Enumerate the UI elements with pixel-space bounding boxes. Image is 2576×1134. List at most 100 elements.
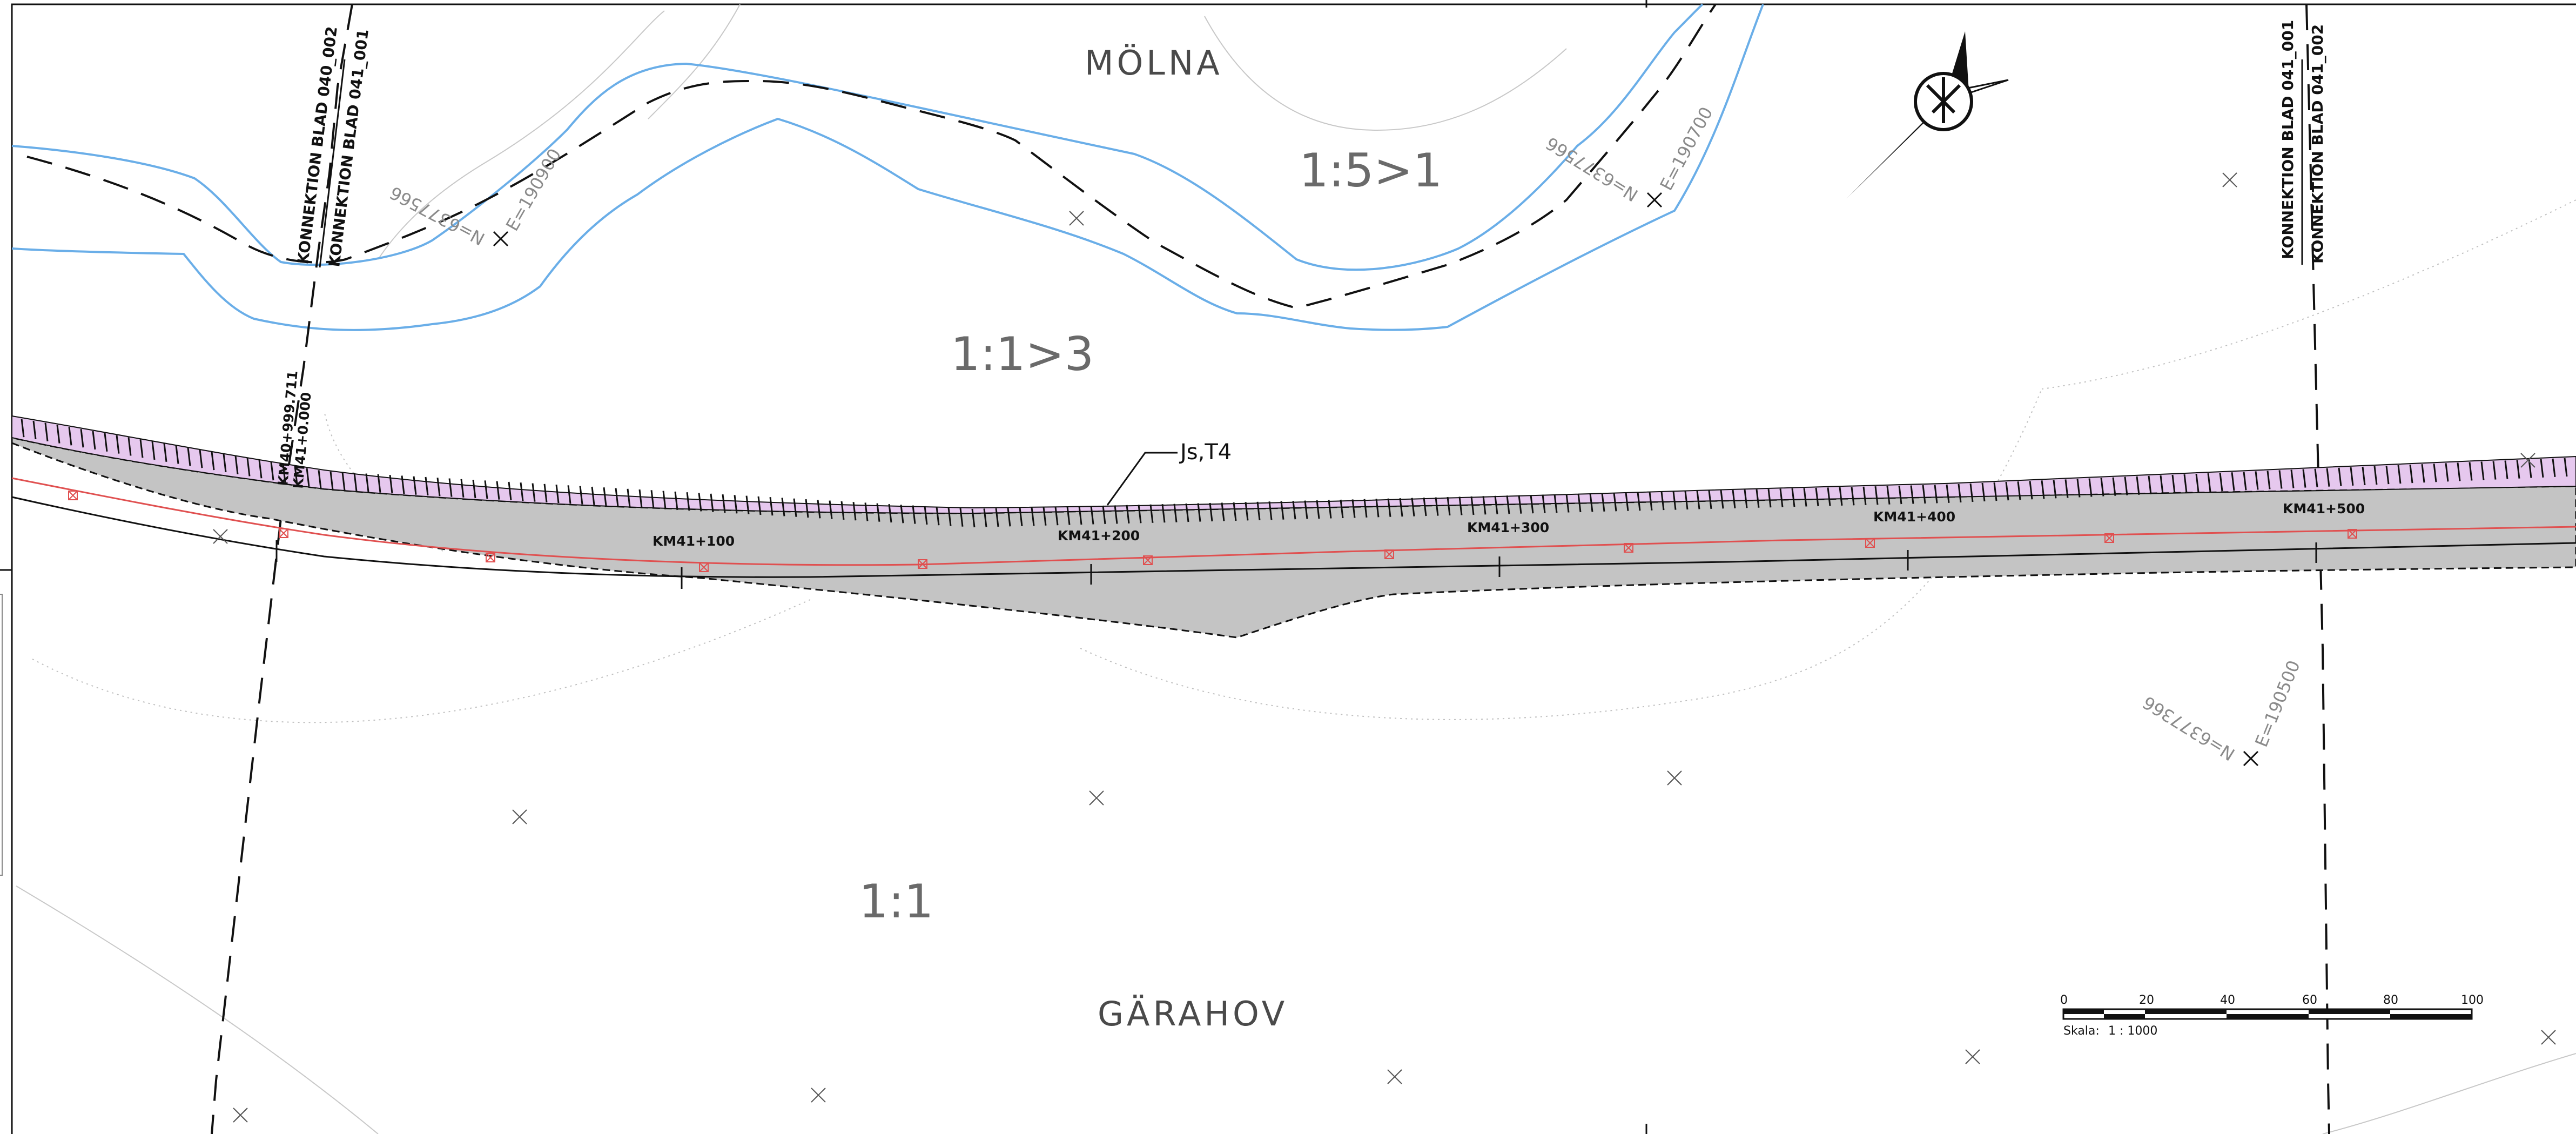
hatch-tick (1447, 496, 1451, 516)
hatch-tick (1720, 490, 1724, 509)
hatch-tick (876, 503, 880, 522)
hatch-tick (1197, 503, 1201, 522)
scale-bar-segment (2390, 1014, 2472, 1019)
hatch-tick (258, 460, 263, 479)
hatch-tick (2540, 459, 2544, 478)
hatch-tick (983, 508, 987, 527)
hatch-tick (555, 484, 560, 504)
hatch-tick (2005, 481, 2009, 501)
hatch-tick (1934, 485, 1938, 504)
hatch-tick (2231, 472, 2235, 491)
hatch-tick (1589, 493, 1593, 512)
hatch-tick (2124, 477, 2128, 495)
hatch-tick (68, 427, 72, 446)
scale-bar-segment (2227, 1014, 2309, 1019)
hatch-tick (971, 508, 976, 528)
north-arrow-icon (1846, 31, 2009, 199)
hatch-tick (936, 506, 940, 526)
hatch-tick (1470, 496, 1475, 515)
hatch-tick (21, 418, 25, 438)
hatch-tick (1708, 490, 1712, 509)
hatch-tick (80, 428, 84, 448)
hatch-tick (2338, 467, 2342, 486)
hatch-tick (413, 476, 417, 495)
boundary-lines (26, 3, 2330, 1134)
hatch-tick (1185, 503, 1189, 522)
center-line-markers (68, 491, 2357, 572)
chainage-label-100: KM41+100 (653, 533, 735, 549)
scale-tick-100: 100 (2461, 994, 2484, 1007)
hatch-tick (1090, 506, 1094, 525)
hatch-tick (2088, 478, 2093, 497)
area-name-garahov: GÄRAHOV (1098, 994, 1288, 1034)
hatch-tick (2255, 471, 2259, 490)
hatch-tick (1042, 507, 1047, 526)
hatch-tick (1577, 493, 1582, 513)
hatch-tick (2195, 473, 2200, 493)
coordinate-label-3-n: N=6377366 (2139, 692, 2238, 765)
hatch-tick (1767, 488, 1772, 508)
hatch-tick (2397, 465, 2402, 484)
alignment-ticks (275, 540, 2317, 589)
hatch-tick (127, 437, 132, 456)
hatch-tick (1851, 487, 1855, 506)
center-line (11, 477, 2576, 566)
hatch-tick (282, 464, 286, 483)
hatch-tick (2433, 464, 2437, 482)
hatch-tick (2219, 473, 2223, 492)
hatch-tick (674, 491, 678, 511)
hatch-tick (460, 479, 465, 498)
hatch-tick (638, 489, 643, 508)
hatch-tick (1078, 506, 1082, 525)
hatch-tick (1328, 500, 1332, 519)
alignment-line (11, 496, 2576, 578)
hatch-tick (769, 497, 774, 516)
hatch-tick (1482, 496, 1487, 515)
chainage-label-200: KM41+200 (1058, 528, 1140, 543)
hatch-tick (1411, 498, 1415, 516)
hatch-tick (2314, 468, 2318, 487)
scale-bar-segment (2309, 1009, 2390, 1014)
hatch-tick (1791, 488, 1795, 507)
scale-bar-segment (2104, 1014, 2145, 1019)
coordinate-label-1-n: N=6377566 (386, 182, 488, 249)
hatch-tick (603, 487, 607, 506)
hatch-tick (44, 422, 49, 441)
hatch-tick (1910, 485, 1914, 504)
hatch-tick (1007, 508, 1011, 527)
legend-fragment (0, 594, 3, 876)
hatch-tick (92, 431, 96, 450)
hatch-tick (329, 471, 334, 490)
hatch-tick (1304, 500, 1308, 519)
hatch-tick (1862, 486, 1867, 505)
hatch-tick (1946, 484, 1950, 504)
scale-tick-80: 80 (2383, 994, 2398, 1007)
hatch-tick (2516, 460, 2520, 479)
hatch-tick (1815, 487, 1819, 507)
hatch-tick (1518, 495, 1522, 514)
hatch-tick (1066, 506, 1071, 525)
hatch-tick (223, 453, 227, 472)
terrain-dotted (32, 199, 2576, 723)
hatch-tick (56, 425, 60, 444)
hatch-tick (900, 505, 904, 524)
hatch-tick (924, 506, 928, 525)
hatch-tick (1387, 498, 1391, 517)
hatch-tick (2029, 481, 2033, 500)
hatch-tick (2290, 469, 2295, 488)
hatch-tick (781, 498, 785, 516)
hatch-tick (627, 488, 631, 507)
callout-leader (1106, 452, 1178, 506)
scale-bar-segment (2063, 1009, 2104, 1014)
hatch-tick (1565, 494, 1570, 513)
hatch-tick (1898, 485, 1902, 505)
hatch-tick (2457, 462, 2461, 481)
hatch-tick (1363, 499, 1368, 518)
hatch-tick (995, 508, 999, 527)
hatch-tick (1316, 500, 1320, 519)
hatch-tick (401, 475, 405, 494)
hatch-tick (1969, 483, 1974, 502)
hatch-tick (722, 494, 726, 513)
hatch-tick (2492, 461, 2497, 480)
hatch-tick (2326, 468, 2330, 487)
